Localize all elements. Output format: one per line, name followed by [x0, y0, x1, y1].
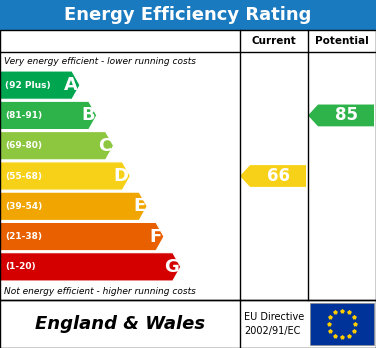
Text: (1-20): (1-20): [5, 262, 36, 271]
Text: E: E: [133, 197, 145, 215]
Text: (92 Plus): (92 Plus): [5, 81, 51, 90]
Polygon shape: [0, 162, 130, 190]
Polygon shape: [0, 132, 114, 160]
Polygon shape: [0, 222, 164, 251]
Polygon shape: [0, 101, 97, 129]
Text: 2002/91/EC: 2002/91/EC: [244, 326, 300, 336]
Text: (55-68): (55-68): [5, 172, 42, 181]
Text: (81-91): (81-91): [5, 111, 42, 120]
Text: C: C: [99, 137, 112, 155]
Bar: [310, 303, 374, 345]
Text: EU Directive: EU Directive: [244, 312, 304, 322]
Text: G: G: [164, 258, 179, 276]
Text: D: D: [114, 167, 128, 185]
Polygon shape: [0, 192, 147, 220]
Text: Energy Efficiency Rating: Energy Efficiency Rating: [64, 6, 312, 24]
Text: Current: Current: [252, 36, 296, 46]
Text: Very energy efficient - lower running costs: Very energy efficient - lower running co…: [4, 56, 196, 65]
Text: (39-54): (39-54): [5, 202, 42, 211]
Text: 66: 66: [267, 167, 291, 185]
Text: (21-38): (21-38): [5, 232, 42, 241]
Polygon shape: [0, 71, 80, 99]
Polygon shape: [0, 253, 181, 281]
Text: England & Wales: England & Wales: [35, 315, 205, 333]
Text: F: F: [150, 228, 162, 246]
Text: B: B: [81, 106, 95, 125]
Text: A: A: [64, 76, 78, 94]
Bar: [0, 300, 376, 348]
Polygon shape: [240, 165, 306, 187]
Text: 85: 85: [335, 106, 358, 125]
Text: Potential: Potential: [315, 36, 369, 46]
Text: Not energy efficient - higher running costs: Not energy efficient - higher running co…: [4, 286, 196, 295]
Polygon shape: [308, 104, 374, 126]
Bar: [0, 0, 376, 30]
Bar: [0, 30, 376, 300]
Text: (69-80): (69-80): [5, 141, 42, 150]
